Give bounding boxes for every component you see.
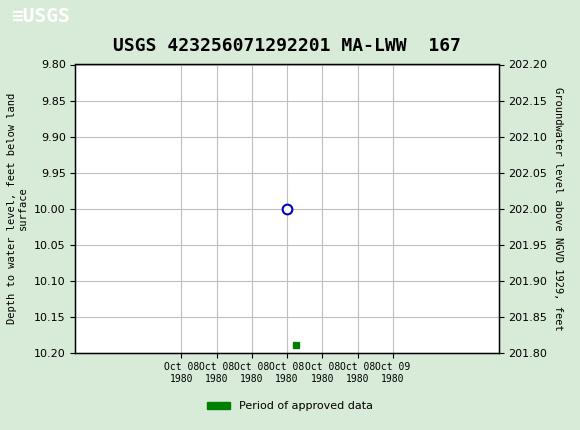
Title: USGS 423256071292201 MA-LWW  167: USGS 423256071292201 MA-LWW 167: [113, 37, 461, 55]
Y-axis label: Groundwater level above NGVD 1929, feet: Groundwater level above NGVD 1929, feet: [553, 87, 563, 330]
Y-axis label: Depth to water level, feet below land
surface: Depth to water level, feet below land su…: [7, 93, 28, 324]
Legend: Period of approved data: Period of approved data: [203, 397, 377, 416]
Text: ≡USGS: ≡USGS: [12, 6, 70, 26]
